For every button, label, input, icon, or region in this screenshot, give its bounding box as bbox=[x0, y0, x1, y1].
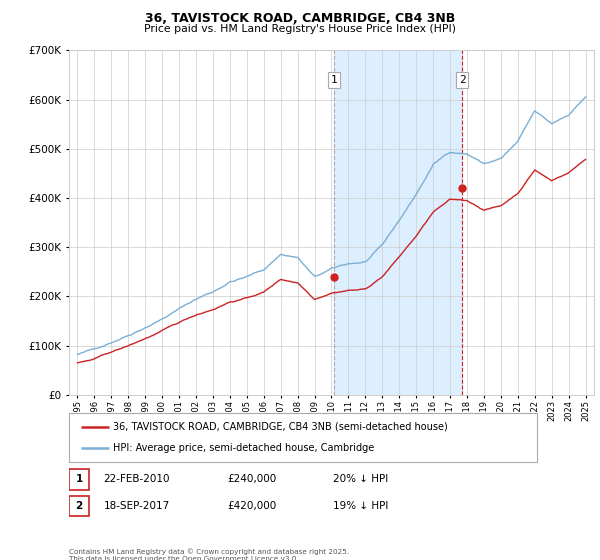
Text: 1: 1 bbox=[76, 474, 83, 484]
Bar bbox=[334, 50, 462, 395]
Text: Contains HM Land Registry data © Crown copyright and database right 2025.
This d: Contains HM Land Registry data © Crown c… bbox=[69, 549, 349, 560]
Text: 36, TAVISTOCK ROAD, CAMBRIDGE, CB4 3NB (semi-detached house): 36, TAVISTOCK ROAD, CAMBRIDGE, CB4 3NB (… bbox=[113, 422, 448, 432]
Text: 18-SEP-2017: 18-SEP-2017 bbox=[103, 501, 170, 511]
Text: 1: 1 bbox=[331, 75, 337, 85]
Text: £240,000: £240,000 bbox=[227, 474, 277, 484]
FancyBboxPatch shape bbox=[69, 469, 89, 489]
Text: 19% ↓ HPI: 19% ↓ HPI bbox=[333, 501, 388, 511]
Text: £420,000: £420,000 bbox=[227, 501, 277, 511]
Text: 22-FEB-2010: 22-FEB-2010 bbox=[103, 474, 170, 484]
Text: 2: 2 bbox=[459, 75, 466, 85]
FancyBboxPatch shape bbox=[69, 413, 537, 462]
Text: Price paid vs. HM Land Registry's House Price Index (HPI): Price paid vs. HM Land Registry's House … bbox=[144, 24, 456, 34]
Text: 36, TAVISTOCK ROAD, CAMBRIDGE, CB4 3NB: 36, TAVISTOCK ROAD, CAMBRIDGE, CB4 3NB bbox=[145, 12, 455, 25]
Text: 20% ↓ HPI: 20% ↓ HPI bbox=[333, 474, 388, 484]
Text: HPI: Average price, semi-detached house, Cambridge: HPI: Average price, semi-detached house,… bbox=[113, 443, 375, 453]
FancyBboxPatch shape bbox=[69, 496, 89, 516]
Text: 2: 2 bbox=[76, 501, 83, 511]
